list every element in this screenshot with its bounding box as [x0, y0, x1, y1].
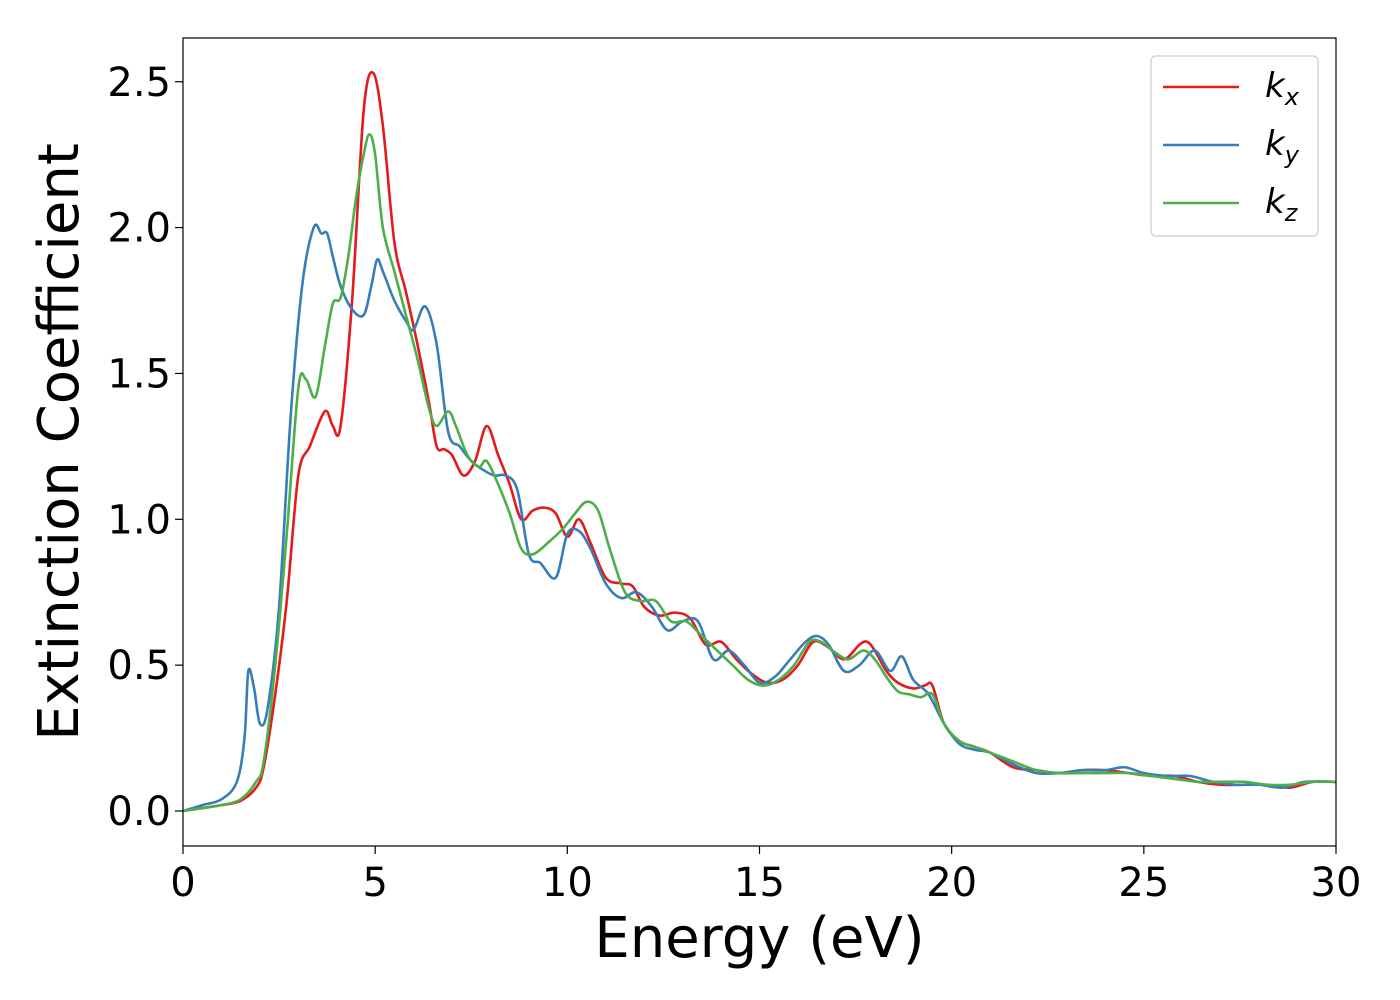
x-axis-title: Energy (eV): [594, 906, 924, 971]
series-lines: [182, 71, 1337, 813]
x-tick-label: 25: [1118, 860, 1169, 906]
y-tick-label: 1.5: [107, 351, 171, 397]
series-line-kx: [182, 71, 1337, 813]
x-tick-label: 0: [170, 860, 195, 906]
y-tick-label: 1.0: [107, 497, 171, 543]
y-axis-title: Extinction Coefficient: [27, 143, 92, 741]
x-tick-label: 15: [734, 860, 785, 906]
legend: kx ky kz: [1150, 55, 1319, 237]
x-tick-label: 30: [1311, 860, 1362, 906]
series-line-kz: [182, 132, 1337, 813]
y-tick-label: 0.5: [107, 643, 171, 689]
y-tick-label: 2.5: [107, 60, 171, 106]
legend-label-kz: kz: [1265, 182, 1299, 227]
axis-ticks: 0 5 10 15 20 25 30 0.0 0.5 1.0 1.5 2.0 2.5: [107, 60, 1361, 906]
series-line-ky: [182, 223, 1337, 813]
x-tick-label: 10: [542, 860, 593, 906]
y-tick-label: 2.0: [107, 206, 171, 252]
x-tick-label: 20: [926, 860, 977, 906]
legend-label-kx: kx: [1265, 66, 1300, 111]
y-tick-label: 0.0: [107, 789, 171, 835]
legend-label-ky: ky: [1265, 124, 1300, 169]
x-tick-label: 5: [362, 860, 387, 906]
